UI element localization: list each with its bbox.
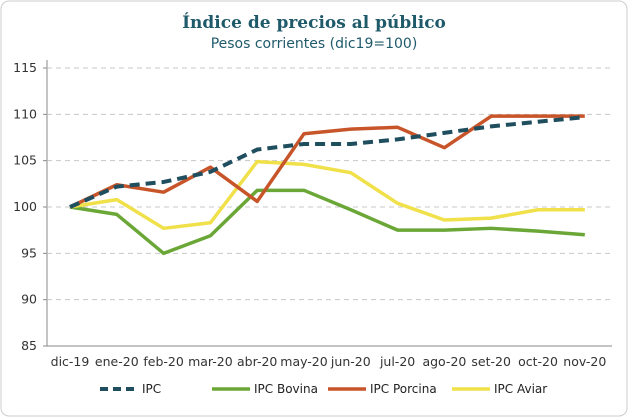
- legend-label: IPC: [142, 382, 161, 396]
- y-tick-label: 105: [13, 153, 37, 168]
- x-tick-label: may-20: [280, 354, 327, 369]
- y-tick-label: 85: [21, 338, 37, 353]
- legend-label: IPC Bovina: [254, 382, 318, 396]
- x-tick-label: jul-20: [379, 354, 415, 369]
- chart-title: Índice de precios al público: [182, 12, 446, 33]
- x-tick-label: feb-20: [143, 354, 183, 369]
- x-tick-label: ago-20: [422, 354, 466, 369]
- x-tick-label: nov-20: [563, 354, 606, 369]
- y-tick-label: 115: [13, 60, 37, 75]
- y-tick-label: 110: [13, 106, 37, 121]
- x-tick-label: oct-20: [518, 354, 558, 369]
- series-line-ipc-aviar: [69, 159, 585, 231]
- y-tick-label: 95: [21, 245, 37, 260]
- x-tick-label: ene-20: [95, 354, 139, 369]
- legend-label: IPC Aviar: [494, 382, 547, 396]
- series-line-ipc-porcina: [69, 114, 585, 209]
- x-tick-label: set-20: [471, 354, 511, 369]
- x-tick-label: jun-20: [330, 354, 371, 369]
- y-tick-label: 90: [21, 292, 37, 307]
- legend-label: IPC Porcina: [370, 382, 437, 396]
- x-tick-label: dic-19: [51, 354, 90, 369]
- series-line-ipc: [69, 115, 585, 209]
- y-tick-label: 100: [13, 199, 37, 214]
- chart-subtitle: Pesos corrientes (dic19=100): [211, 36, 418, 52]
- x-tick-label: abr-20: [237, 354, 277, 369]
- series-line-ipc-bovina: [69, 188, 585, 256]
- x-tick-label: mar-20: [188, 354, 233, 369]
